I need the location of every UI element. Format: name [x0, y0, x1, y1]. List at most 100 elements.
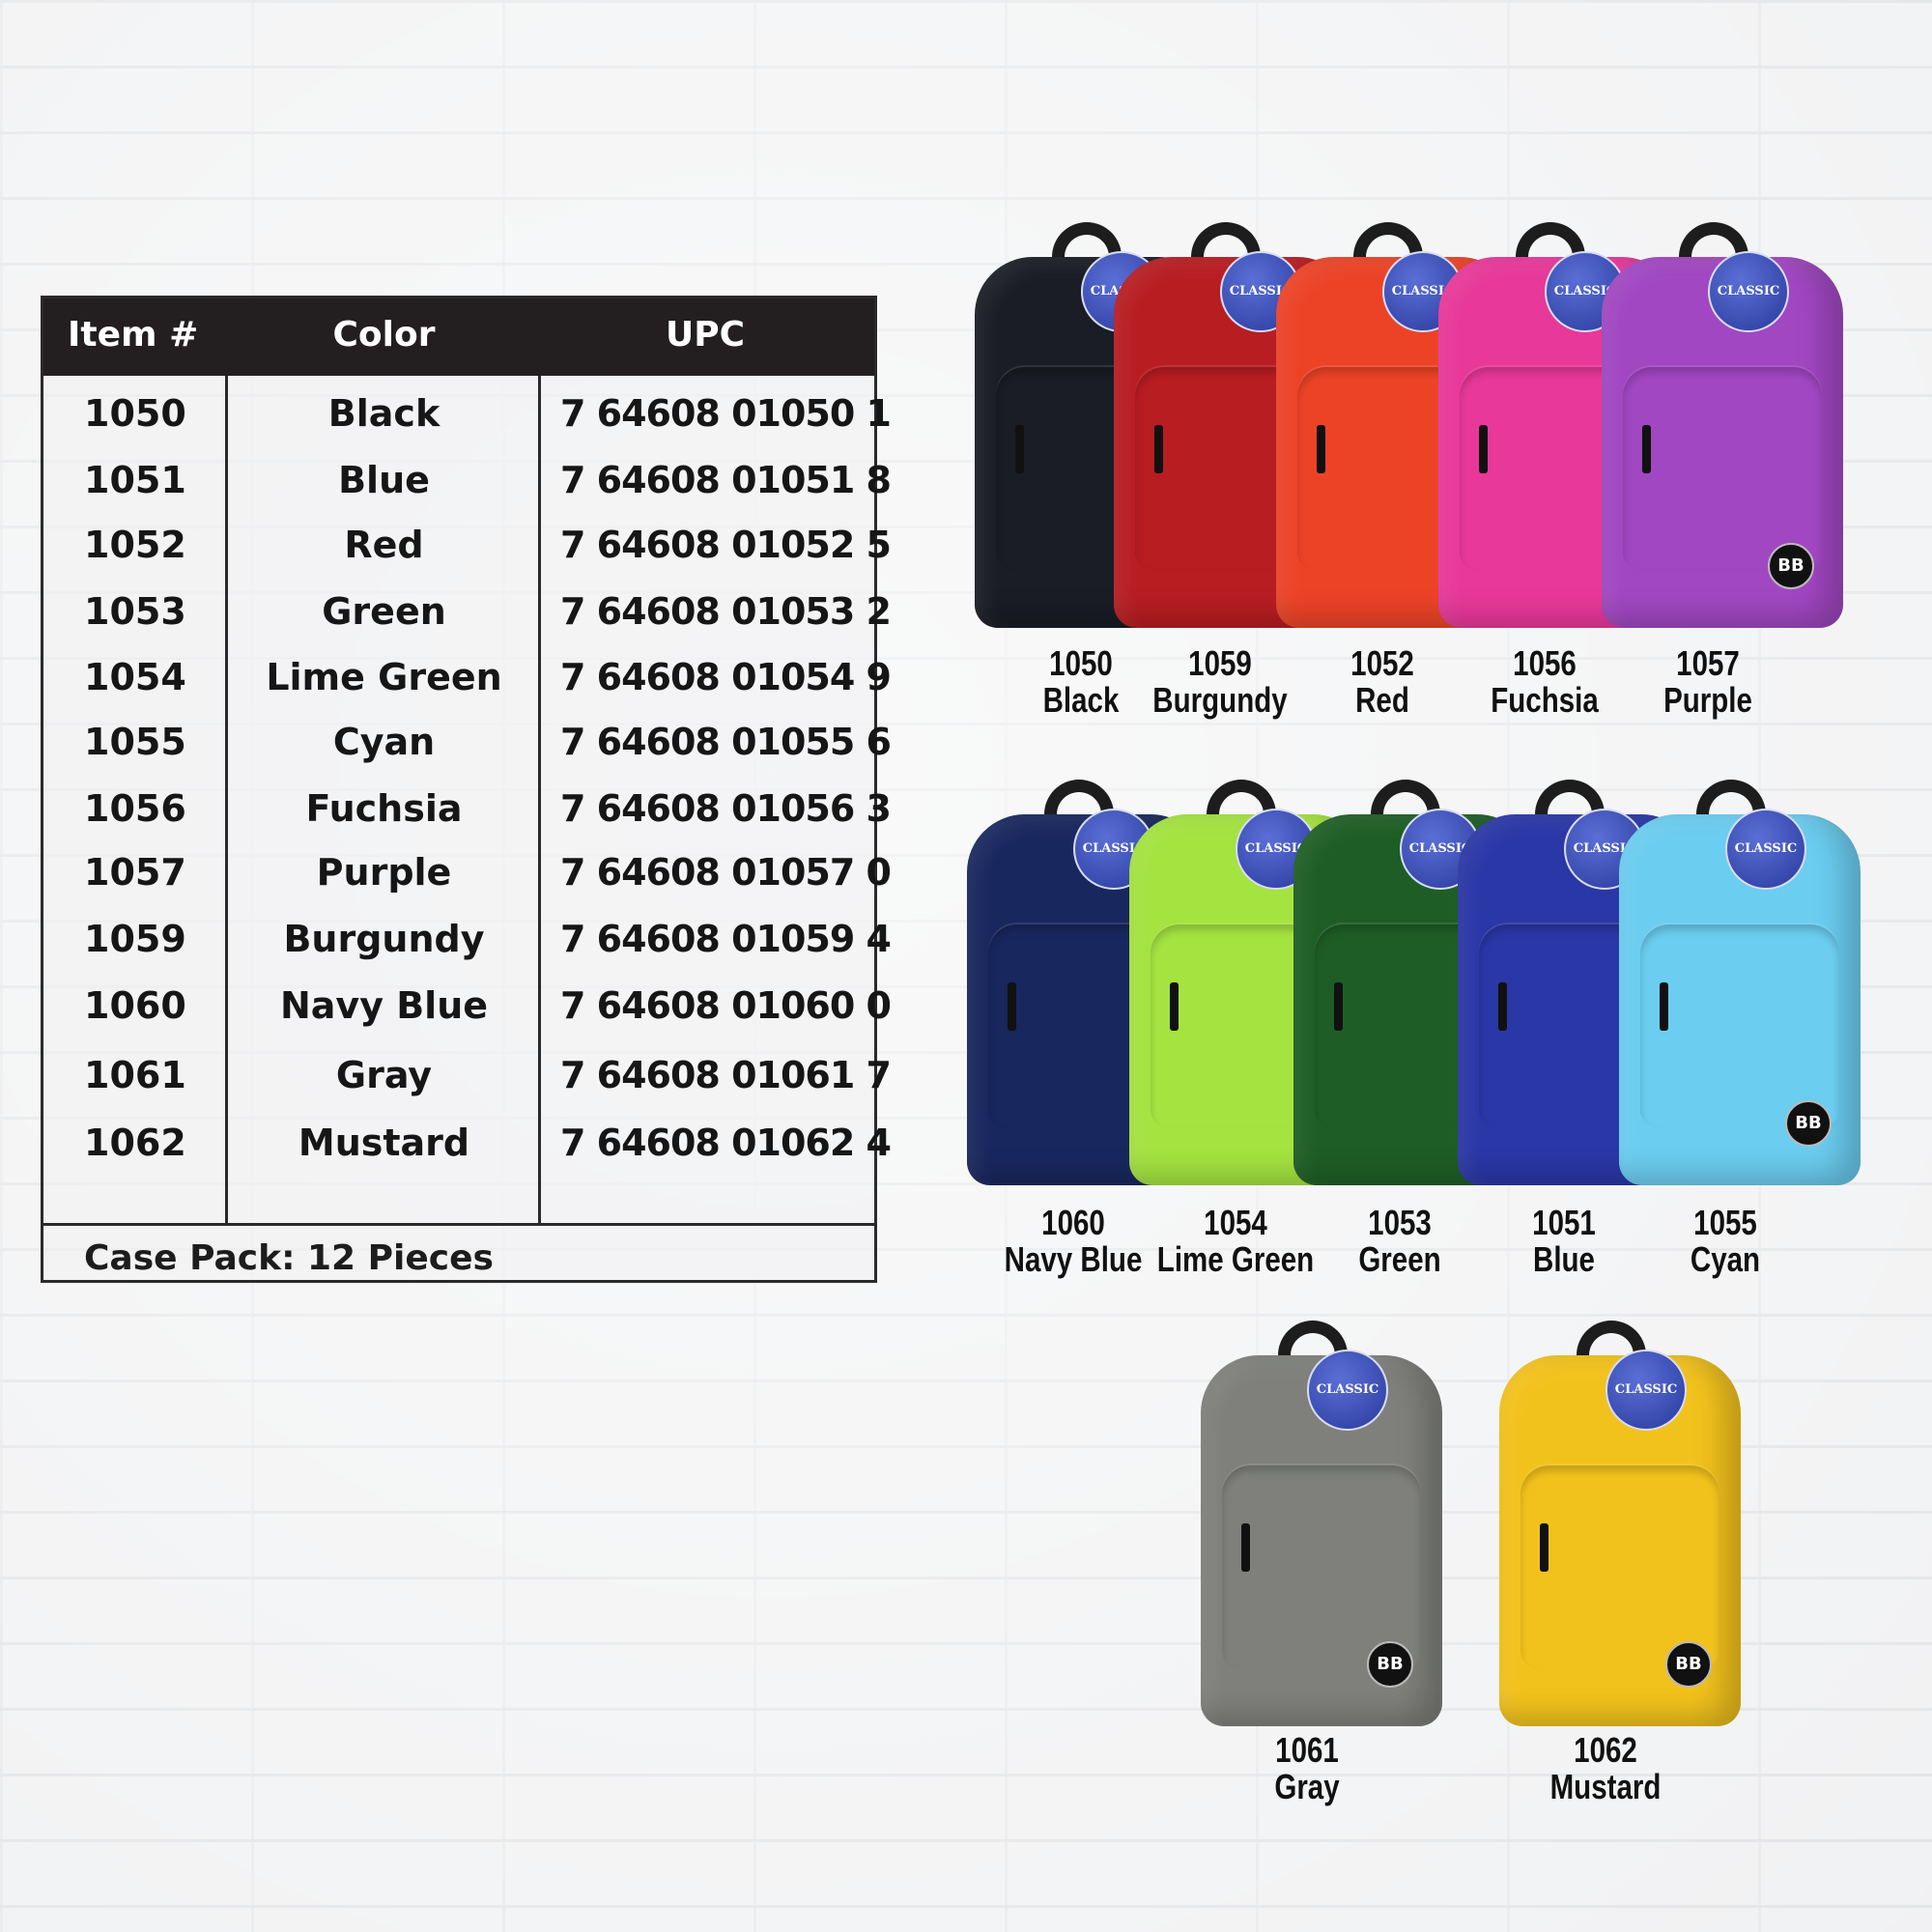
cell-upc: 7 64608 01062 4	[560, 1122, 892, 1164]
zipper-pull	[1660, 982, 1668, 1031]
zipper-pull	[1241, 1523, 1250, 1572]
cell-item: 1062	[84, 1122, 186, 1164]
cell-color: Mustard	[298, 1122, 470, 1164]
backpack-label: 1051 Blue	[1477, 1205, 1651, 1278]
cell-color: Black	[327, 392, 440, 435]
label-color: Navy Blue	[1004, 1239, 1143, 1279]
cell-color: Red	[344, 524, 424, 566]
cell-upc: 7 64608 01055 6	[560, 721, 892, 763]
cell-item: 1051	[84, 459, 186, 501]
zipper-pull	[1479, 425, 1488, 473]
cell-upc: 7 64608 01050 1	[560, 392, 892, 435]
bazic-logo-icon: BB	[1785, 1100, 1832, 1147]
label-item: 1051	[1532, 1203, 1596, 1242]
backpack-label: 1057 Purple	[1621, 645, 1795, 719]
label-item: 1053	[1368, 1203, 1432, 1242]
classic-tag: CLASSIC	[1307, 1350, 1388, 1431]
cell-upc: 7 64608 01053 2	[560, 590, 892, 633]
front-pocket	[1640, 924, 1839, 1127]
classic-tag: CLASSIC	[1605, 1350, 1687, 1431]
cell-item: 1057	[84, 851, 186, 894]
label-item: 1059	[1188, 643, 1252, 683]
backpack-label: 1056 Fuchsia	[1458, 645, 1632, 719]
zipper-pull	[1334, 982, 1343, 1031]
backpack-gray: CLASSIC BB	[1201, 1321, 1442, 1726]
cell-upc: 7 64608 01051 8	[560, 459, 892, 501]
bazic-logo-icon: BB	[1367, 1641, 1413, 1688]
header-item: Item #	[68, 315, 199, 355]
cell-upc: 7 64608 01060 0	[560, 984, 892, 1027]
label-color: Purple	[1663, 680, 1752, 720]
cell-upc: 7 64608 01057 0	[560, 851, 892, 894]
cell-color: Lime Green	[266, 656, 502, 698]
label-item: 1055	[1693, 1203, 1757, 1242]
column-divider	[225, 376, 228, 1226]
backpack-label: 1059 Burgundy	[1133, 645, 1307, 719]
cell-upc: 7 64608 01061 7	[560, 1054, 892, 1096]
cell-color: Gray	[335, 1054, 433, 1096]
backpack-label: 1062 Mustard	[1519, 1732, 1692, 1805]
backpack-label: 1061 Gray	[1220, 1732, 1394, 1805]
label-item: 1062	[1574, 1730, 1637, 1770]
cell-color: Burgundy	[283, 918, 485, 960]
label-color: Green	[1358, 1239, 1441, 1279]
backpack-label: 1050 Black	[994, 645, 1168, 719]
cell-item: 1052	[84, 524, 186, 566]
front-pocket	[1222, 1465, 1421, 1668]
label-item: 1050	[1049, 643, 1113, 683]
backpack-purple: CLASSIC BB	[1602, 222, 1843, 628]
cell-item: 1053	[84, 590, 186, 633]
case-pack: Case Pack: 12 Pieces	[84, 1238, 494, 1278]
row-divider	[43, 1223, 874, 1226]
label-color: Lime Green	[1156, 1239, 1315, 1279]
zipper-pull	[1015, 425, 1024, 473]
cell-upc: 7 64608 01059 4	[560, 918, 892, 960]
cell-item: 1060	[84, 984, 186, 1027]
label-color: Blue	[1533, 1239, 1595, 1279]
cell-item: 1059	[84, 918, 186, 960]
label-color: Gray	[1274, 1767, 1340, 1806]
label-item: 1056	[1513, 643, 1577, 683]
zipper-pull	[1170, 982, 1179, 1031]
cell-upc: 7 64608 01054 9	[560, 656, 892, 698]
cell-upc: 7 64608 01052 5	[560, 524, 892, 566]
backpack-label: 1055 Cyan	[1638, 1205, 1812, 1278]
label-color: Black	[1042, 680, 1120, 720]
backpack-label: 1060 Navy Blue	[986, 1205, 1160, 1278]
zipper-pull	[1317, 425, 1325, 473]
label-item: 1057	[1676, 643, 1740, 683]
cell-item: 1050	[84, 392, 186, 435]
zipper-pull	[1540, 1523, 1548, 1572]
backpack-label: 1053 Green	[1313, 1205, 1487, 1278]
product-table: Item # Color UPC 1050 Black 7 64608 01050 …	[41, 296, 892, 1283]
cell-item: 1061	[84, 1054, 186, 1096]
table-header: Item # Color UPC	[43, 298, 874, 376]
label-item: 1054	[1204, 1203, 1267, 1242]
bazic-logo-icon: BB	[1665, 1641, 1712, 1688]
backpack-label: 1054 Lime Green	[1149, 1205, 1322, 1278]
header-upc: UPC	[665, 315, 746, 355]
header-color: Color	[332, 315, 436, 355]
front-pocket	[1623, 367, 1822, 570]
cell-item: 1054	[84, 656, 186, 698]
backpack-cyan: CLASSIC BB	[1619, 780, 1861, 1185]
cell-item: 1055	[84, 721, 186, 763]
backpack-mustard: CLASSIC BB	[1499, 1321, 1741, 1726]
cell-item: 1056	[84, 787, 186, 830]
zipper-pull	[1154, 425, 1163, 473]
cell-color: Fuchsia	[305, 787, 463, 830]
zipper-pull	[1008, 982, 1016, 1031]
cell-color: Purple	[316, 851, 452, 894]
label-item: 1060	[1041, 1203, 1105, 1242]
label-color: Cyan	[1690, 1239, 1761, 1279]
zipper-pull	[1498, 982, 1507, 1031]
label-item: 1052	[1350, 643, 1414, 683]
classic-tag: CLASSIC	[1708, 251, 1789, 332]
cell-color: Blue	[338, 459, 430, 501]
label-color: Red	[1355, 680, 1409, 720]
backpack-label: 1052 Red	[1295, 645, 1469, 719]
cell-color: Cyan	[332, 721, 436, 763]
label-color: Mustard	[1549, 1767, 1662, 1806]
column-divider	[538, 376, 541, 1226]
cell-color: Navy Blue	[279, 984, 489, 1027]
